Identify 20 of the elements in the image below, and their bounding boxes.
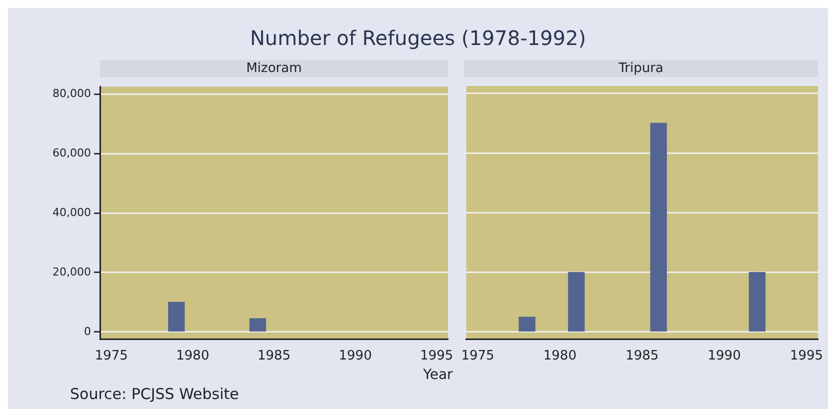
x-tick-label: 1985 [626,348,659,364]
source-note: Source: PCJSS Website [69,385,240,403]
x-tick-label: 1990 [338,348,372,364]
y-tick-label: 60,000 [52,146,91,160]
y-tick-label: 20,000 [52,265,91,278]
x-tick-label: 1980 [176,348,210,364]
chart-title: Number of Refugees (1978-1992) [250,26,586,50]
x-tick-label: 1975 [94,348,128,364]
x-axis-title: Year [422,367,454,383]
x-tick-label: 1990 [708,348,741,364]
y-tick-label: 40,000 [52,206,91,219]
x-tick-label: 1980 [543,348,576,364]
x-tick-label: 1995 [420,348,454,364]
x-tick-label: 1975 [461,348,494,364]
x-tick-label: 1995 [790,348,824,364]
chart-subtitle: Tripura [464,60,818,77]
x-tick-label: 1985 [257,348,291,364]
chart-subtitle: Mizoram [100,60,448,77]
y-tick-label: 0 [84,324,91,338]
y-tick-label: 80,000 [52,86,91,100]
